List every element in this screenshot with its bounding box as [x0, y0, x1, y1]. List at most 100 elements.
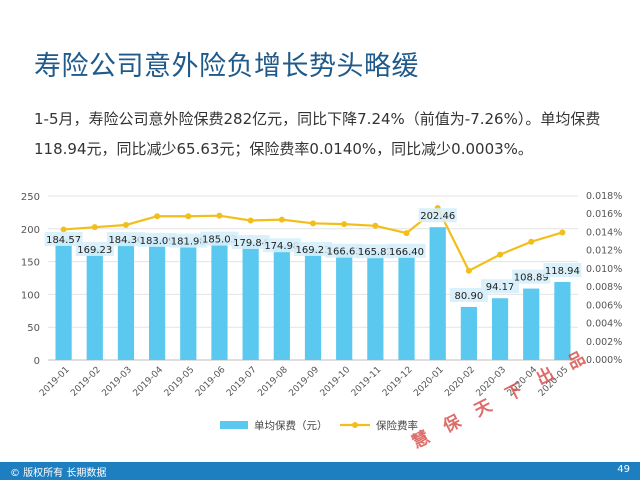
x-tick-label: 2019-03	[100, 365, 134, 399]
data-label-2020-01: 202.46	[420, 211, 455, 222]
rate-point-2019-05	[185, 213, 192, 220]
bar-2020-04	[523, 288, 540, 360]
data-label-2019-12: 166.40	[389, 247, 424, 258]
bar-2019-10	[336, 250, 353, 360]
bar-2019-03	[117, 239, 135, 360]
legend-label-bar: 单均保费（元）	[254, 419, 328, 432]
rate-point-2019-07	[247, 217, 254, 224]
x-tick-label: 2019-10	[319, 365, 353, 399]
y-left-tick-label: 100	[21, 290, 40, 301]
bar-2019-11	[367, 251, 384, 360]
data-label-bg	[481, 279, 520, 294]
rate-point-2019-06	[216, 212, 223, 219]
rate-point-2019-01	[60, 226, 67, 233]
data-label-2019-05: 181.98	[171, 237, 206, 248]
y-left-tick-label: 150	[21, 258, 40, 269]
data-label-2019-04: 183.09	[140, 236, 175, 247]
rate-point-2019-12	[403, 230, 410, 237]
rate-point-2020-04	[528, 238, 535, 245]
summary-paragraph: 1-5月，寿险公司意外险保费282亿元，同比下降7.24%（前值为-7.26%）…	[34, 110, 601, 158]
x-tick-label: 2019-04	[132, 365, 166, 399]
legend-swatch-bar	[220, 421, 248, 429]
rate-point-2020-03	[497, 251, 504, 258]
data-label-2019-09: 169.23	[296, 245, 331, 256]
y-right-tick-label: 0.012%	[586, 246, 622, 257]
bar-2019-01	[55, 238, 72, 360]
data-label-2019-11: 165.82	[358, 247, 393, 258]
x-tick-label: 2019-12	[381, 365, 415, 399]
rate-point-2019-09	[310, 220, 316, 227]
premium-rate-chart: 0 50 100 150 200 250 0.000% 0.002% 0.004% 0.006% 0…	[0, 176, 640, 466]
y-right-tick-label: 0.000%	[586, 355, 622, 366]
legend-swatch-marker	[352, 422, 358, 428]
data-label-2019-01: 184.57	[46, 235, 81, 246]
data-label-bg	[138, 232, 177, 247]
data-label-2020-05: 118.94	[545, 266, 580, 277]
data-label-2020-04: 108.89	[514, 273, 549, 284]
slide-title: 寿险公司意外险负增长势头略缓	[34, 51, 419, 82]
x-tick-label: 2019-05	[163, 365, 197, 399]
data-label-bg	[200, 231, 239, 246]
rate-point-2019-11	[372, 222, 379, 229]
data-label-2020-03: 94.17	[486, 282, 515, 293]
bar-2019-12	[398, 250, 415, 360]
data-label-bg	[543, 262, 582, 277]
y-right-tick-label: 0.018%	[586, 191, 622, 202]
data-label-bg	[231, 235, 270, 250]
x-tick-label: 2019-09	[287, 365, 321, 399]
y-left-tick-label: 200	[21, 225, 40, 236]
data-label-bg	[512, 269, 551, 284]
x-tick-label: 2019-08	[256, 365, 290, 399]
data-label-bg	[418, 208, 457, 223]
y-right-tick-label: 0.016%	[586, 209, 622, 220]
rate-point-2019-03	[122, 221, 129, 228]
footer-copyright: © 版权所有 长期数据	[10, 468, 107, 479]
bar-2019-09	[304, 248, 322, 360]
data-label-bg	[325, 243, 364, 258]
data-label-bg	[75, 241, 114, 256]
x-tick-label: 2020-01	[412, 365, 446, 399]
y-right-tick-label: 0.014%	[586, 227, 622, 238]
data-label-2019-03: 184.30	[108, 235, 143, 246]
data-label-bg	[262, 238, 301, 253]
bar-2020-02	[460, 306, 477, 360]
data-label-2019-10: 166.63	[327, 247, 362, 258]
x-tick-label: 2019-11	[350, 365, 384, 399]
y-right-tick-label: 0.008%	[586, 282, 622, 293]
x-tick-label: 2019-02	[69, 365, 103, 399]
data-label-2019-02: 169.23	[77, 245, 112, 256]
bar-2019-07	[242, 242, 259, 360]
data-label-bg	[356, 244, 395, 259]
legend-label-line: 保险费率	[376, 419, 418, 432]
y-left-tick-label: 50	[27, 323, 40, 334]
x-tick-label: 2019-07	[225, 365, 259, 399]
rate-point-2019-10	[341, 221, 348, 228]
footer-bar: © 版权所有 长期数据 49	[0, 462, 640, 480]
rate-point-2020-02	[465, 267, 472, 274]
bar-2020-03	[491, 298, 509, 360]
chart-svg: 0 50 100 150 200 250 0.000% 0.002% 0.004% 0.006% 0…	[21, 191, 622, 432]
data-label-2019-08: 174.98	[264, 241, 299, 252]
rate-point-2019-04	[154, 213, 161, 220]
y-left-tick-label: 0	[34, 356, 40, 367]
bar-2019-05	[180, 240, 197, 360]
bar-2019-04	[149, 239, 166, 360]
bar-2019-08	[273, 245, 290, 360]
y-right-tick-label: 0.010%	[586, 264, 622, 275]
data-label-bg	[449, 287, 488, 302]
y-right-tick-label: 0.004%	[586, 319, 622, 330]
bar-2019-06	[211, 238, 228, 360]
data-label-2020-02: 80.90	[455, 291, 484, 302]
rate-point-2019-02	[91, 224, 98, 231]
y-right-tick-label: 0.002%	[586, 337, 622, 348]
data-label-bg	[106, 232, 145, 247]
data-label-2019-06: 185.03	[202, 235, 237, 246]
data-label-bg	[387, 243, 426, 258]
y-right-tick-label: 0.006%	[586, 300, 622, 311]
bar-2020-01	[429, 227, 446, 360]
data-label-bg	[294, 241, 332, 256]
page-number: 49	[617, 464, 630, 475]
y-left-tick-label: 250	[21, 192, 40, 203]
bar-2020-05	[554, 281, 571, 360]
x-tick-label: 2019-06	[194, 365, 228, 399]
